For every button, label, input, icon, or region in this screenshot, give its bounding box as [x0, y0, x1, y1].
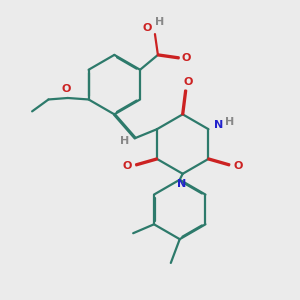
Text: O: O: [122, 161, 132, 171]
Text: O: O: [184, 76, 193, 87]
Text: O: O: [143, 23, 152, 33]
Text: O: O: [233, 161, 243, 171]
Text: H: H: [120, 136, 129, 146]
Text: H: H: [225, 117, 234, 127]
Text: N: N: [177, 179, 186, 189]
Text: O: O: [182, 53, 191, 63]
Text: O: O: [61, 84, 71, 94]
Text: H: H: [155, 17, 164, 27]
Text: N: N: [214, 120, 224, 130]
